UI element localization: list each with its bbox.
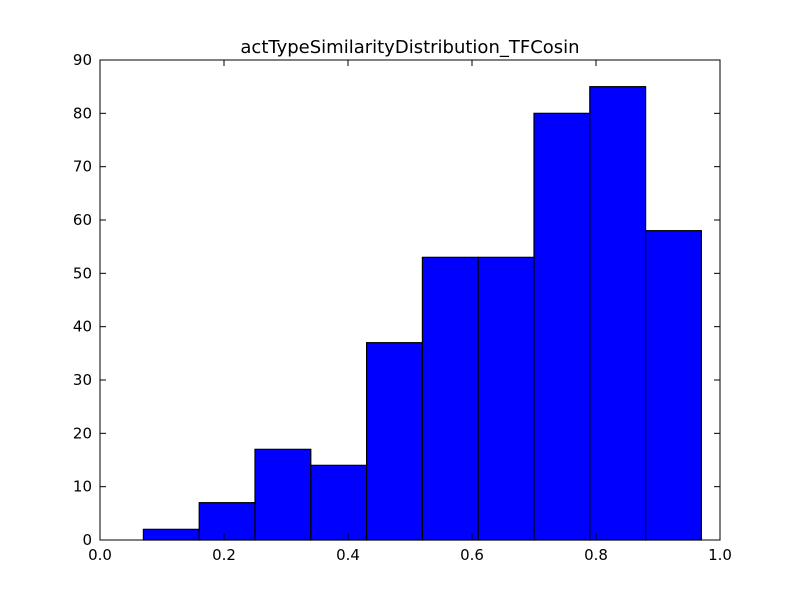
x-tick-label: 0.2 [212, 546, 236, 564]
bars-group [142, 86, 702, 541]
histogram-bar [644, 230, 702, 541]
y-tick-label: 10 [73, 478, 92, 496]
y-tick-label: 0 [82, 531, 92, 549]
y-tick-label: 80 [73, 104, 92, 122]
histogram-bar [254, 448, 312, 541]
histogram-bar [310, 464, 368, 541]
x-tick-label: 0.6 [460, 546, 484, 564]
y-tick-label: 20 [73, 424, 92, 442]
y-tick-label: 50 [73, 264, 92, 282]
y-tick-label: 40 [73, 318, 92, 336]
histogram-bar [421, 256, 479, 541]
y-tick-label: 60 [73, 211, 92, 229]
histogram-bar [533, 112, 591, 541]
histogram-bar [477, 256, 535, 541]
histogram-bar [142, 528, 200, 541]
histogram-bar [589, 86, 647, 541]
x-tick-label: 0.8 [584, 546, 608, 564]
x-axis: 0.0 0.2 0.4 0.6 0.8 1.0 [88, 60, 732, 564]
plot-frame [99, 59, 721, 541]
y-tick-label: 70 [73, 158, 92, 176]
histogram-bar [198, 502, 256, 541]
chart-title: actTypeSimilarityDistribution_TFCosin [240, 37, 579, 58]
x-tick-label: 1.0 [708, 546, 732, 564]
x-tick-label: 0.0 [88, 546, 112, 564]
y-tick-label: 90 [73, 51, 92, 69]
y-tick-label: 30 [73, 371, 92, 389]
y-axis: 0 10 20 30 40 50 60 70 80 90 [73, 51, 720, 549]
histogram-bar [366, 342, 424, 541]
x-tick-label: 0.4 [336, 546, 360, 564]
